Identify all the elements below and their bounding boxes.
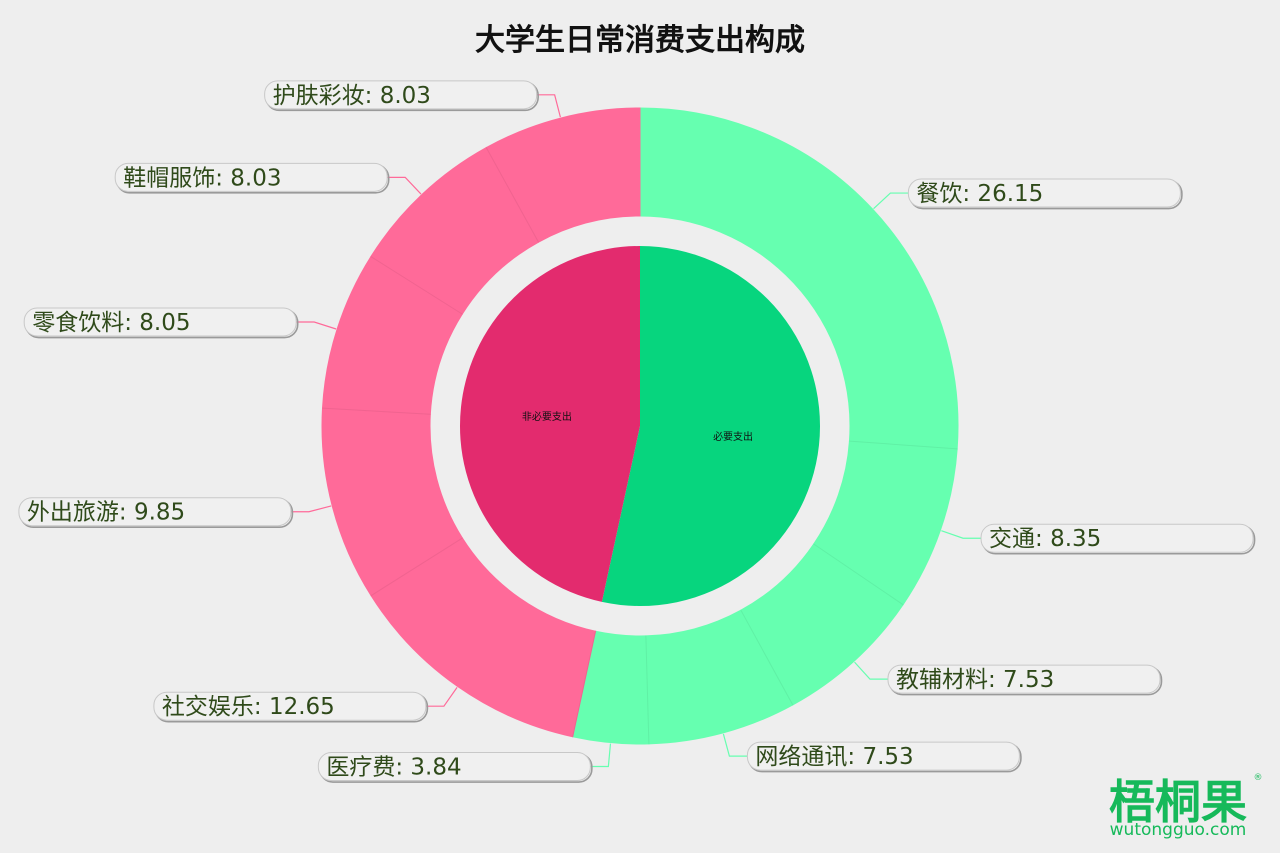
- slice-separator: [370, 537, 463, 597]
- slice-separator: [645, 635, 650, 744]
- leader-lines: [290, 94, 982, 768]
- label-交通: 交通: 8.35: [980, 523, 1256, 555]
- inner-label-非必要支出: 非必要支出: [522, 410, 572, 423]
- leader-line-鞋帽服饰: [387, 176, 422, 195]
- slice-separator: [849, 440, 958, 450]
- leader-line-零食饮料: [296, 321, 337, 330]
- label-社交娱乐: 社交娱乐: 12.65: [153, 691, 429, 723]
- label-零食饮料: 零食饮料: 8.05: [23, 307, 299, 339]
- label-text: 网络通讯: 7.53: [755, 744, 913, 770]
- chart-title: 大学生日常消费支出构成: [475, 23, 805, 58]
- inner-labels: 必要支出 非必要支出: [522, 410, 753, 443]
- slice-separator: [813, 543, 904, 606]
- label-text: 社交娱乐: 12.65: [162, 694, 335, 720]
- label-text: 外出旅游: 9.85: [27, 500, 185, 526]
- slice-separator: [485, 147, 539, 243]
- leader-line-网络通讯: [722, 733, 748, 757]
- label-外出旅游: 外出旅游: 9.85: [18, 497, 294, 529]
- label-text: 交通: 8.35: [989, 526, 1101, 552]
- slice-labels: 餐饮: 26.15 交通: 8.35 教辅材料: 7.53 网络通讯: 7.53 医疗费…: [18, 80, 1256, 783]
- slice-separator: [740, 609, 794, 706]
- label-box: [980, 523, 1254, 553]
- leader-line-医疗费: [590, 743, 612, 768]
- inner-slice-必要支出: [601, 246, 820, 606]
- label-网络通讯: 网络通讯: 7.53: [746, 741, 1022, 773]
- label-护肤彩妆: 护肤彩妆: 8.03: [264, 80, 539, 112]
- leader-line-教辅材料: [854, 661, 888, 680]
- label-text: 餐饮: 26.15: [916, 181, 1043, 207]
- label-box: [114, 162, 388, 192]
- watermark-brand: 梧桐果: [1109, 775, 1247, 829]
- watermark-reg: ®: [1254, 773, 1263, 783]
- watermark-site: wutongguo.com: [1110, 820, 1247, 840]
- label-医疗费: 医疗费: 3.84: [317, 752, 593, 783]
- label-教辅材料: 教辅材料: 7.53: [887, 664, 1163, 696]
- inner-pie: [459, 246, 820, 606]
- leader-line-外出旅游: [290, 505, 332, 513]
- label-box: [153, 691, 427, 721]
- outer-slice-护肤彩妆: [485, 107, 641, 243]
- leader-line-餐饮: [873, 192, 909, 210]
- watermark-logo: 梧桐果 ® wutongguo.com: [1109, 773, 1263, 840]
- leader-line-护肤彩妆: [536, 94, 561, 118]
- label-box: [23, 307, 297, 337]
- outer-slice-餐饮: [639, 107, 959, 450]
- slice-separator: [370, 256, 463, 315]
- label-餐饮: 餐饮: 26.15: [907, 178, 1183, 210]
- label-box: [746, 741, 1020, 771]
- slice-separator: [322, 407, 431, 415]
- leader-line-交通: [941, 530, 982, 539]
- inner-slice-非必要支出: [459, 246, 640, 602]
- slice-separator: [572, 631, 597, 737]
- label-text: 医疗费: 3.84: [326, 755, 461, 781]
- label-text: 鞋帽服饰: 8.03: [123, 165, 281, 191]
- label-box: [18, 497, 292, 527]
- label-box: [907, 178, 1181, 208]
- label-text: 教辅材料: 7.53: [896, 667, 1054, 693]
- label-box: [317, 752, 591, 782]
- label-text: 护肤彩妆: 8.03: [273, 83, 431, 109]
- label-鞋帽服饰: 鞋帽服饰: 8.03: [114, 162, 390, 194]
- inner-label-必要支出: 必要支出: [713, 430, 753, 443]
- label-text: 零食饮料: 8.05: [32, 310, 190, 336]
- label-box: [887, 664, 1161, 694]
- label-box: [264, 80, 538, 110]
- outer-ring: [321, 107, 959, 745]
- leader-line-社交娱乐: [425, 687, 458, 707]
